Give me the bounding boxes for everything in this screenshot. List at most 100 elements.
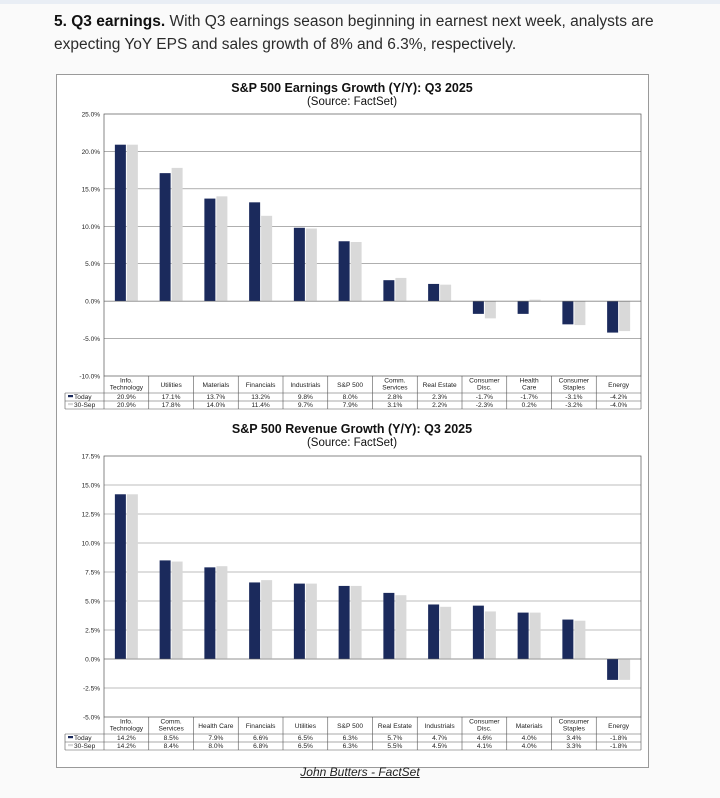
bar-today	[249, 202, 261, 302]
revenue-growth-chart: S&P 500 Revenue Growth (Y/Y): Q3 2025(So…	[64, 422, 642, 751]
bar-today	[114, 494, 126, 659]
y-tick-label: 25.0%	[82, 112, 101, 119]
table-value: 13.2%	[251, 394, 270, 401]
table-value: 0.2%	[522, 402, 537, 409]
y-tick-label: -5.0%	[83, 336, 100, 343]
bar-today	[428, 283, 440, 302]
table-value: 3.4%	[566, 735, 581, 742]
category-label: S&P 500	[337, 382, 363, 389]
category-label: Health Care	[198, 723, 234, 730]
bar-today	[293, 227, 305, 302]
table-value: 14.2%	[117, 735, 136, 742]
category-label: Energy	[608, 382, 630, 389]
table-value: 7.9%	[343, 402, 358, 409]
bar-30-sep	[350, 242, 362, 302]
chart-title: S&P 500 Earnings Growth (Y/Y): Q3 2025	[231, 81, 473, 95]
bar-30-sep	[126, 144, 138, 302]
table-value: 7.9%	[208, 735, 223, 742]
table-value: 4.7%	[432, 735, 447, 742]
bar-today	[114, 144, 126, 302]
y-tick-label: 10.0%	[82, 224, 101, 231]
category-label: Comm. Services	[382, 378, 408, 392]
y-tick-label: 2.5%	[85, 628, 100, 635]
y-tick-label: 0.0%	[85, 299, 100, 306]
table-value: 4.0%	[522, 735, 537, 742]
bar-30-sep	[261, 215, 273, 302]
bar-30-sep	[171, 561, 183, 659]
bar-today	[383, 280, 395, 302]
table-value: 8.5%	[164, 735, 179, 742]
y-tick-label: 5.0%	[85, 599, 100, 606]
table-value: 6.8%	[253, 743, 268, 750]
source-caption[interactable]: John Butters - FactSet	[300, 765, 420, 779]
table-value: 6.3%	[343, 743, 358, 750]
table-value: -4.2%	[610, 394, 627, 401]
table-value: 13.7%	[207, 394, 226, 401]
table-value: 8.0%	[208, 743, 223, 750]
category-label: Real Estate	[423, 382, 457, 389]
legend-label-today: Today	[74, 735, 92, 742]
bar-today	[159, 173, 171, 302]
bar-30-sep	[216, 196, 228, 302]
bar-30-sep	[440, 606, 452, 659]
bar-30-sep	[529, 299, 541, 302]
category-label: Comm. Services	[158, 719, 184, 733]
table-value: 6.6%	[253, 735, 268, 742]
bar-30-sep	[619, 301, 631, 332]
intro-heading: 5. Q3 earnings.	[54, 13, 166, 30]
legend-key-30-sep	[68, 744, 73, 747]
category-label: Industrials	[290, 382, 321, 389]
bar-30-sep	[261, 580, 273, 659]
legend-label-30-sep: 30-Sep	[74, 402, 96, 409]
category-label: Consumer Disc.	[469, 378, 500, 392]
bar-today	[517, 301, 529, 314]
category-label: Info. Technology	[110, 719, 144, 733]
table-value: -1.7%	[476, 394, 493, 401]
bar-30-sep	[395, 277, 407, 302]
bar-today	[562, 301, 574, 325]
table-value: 4.1%	[477, 743, 492, 750]
y-tick-label: 10.0%	[82, 541, 101, 548]
table-value: 17.8%	[162, 402, 181, 409]
table-value: 4.0%	[522, 743, 537, 750]
category-label: Consumer Staples	[559, 378, 590, 392]
y-tick-label: 12.5%	[82, 512, 101, 519]
bar-30-sep	[126, 494, 138, 659]
bar-30-sep	[619, 659, 631, 680]
table-value: 3.1%	[387, 402, 402, 409]
bar-today	[383, 592, 395, 659]
table-value: 6.5%	[298, 735, 313, 742]
y-tick-label: 20.0%	[82, 149, 101, 156]
chart-subtitle: (Source: FactSet)	[307, 437, 397, 449]
bar-30-sep	[440, 284, 452, 302]
bar-today	[249, 582, 261, 659]
table-value: 11.4%	[252, 402, 270, 409]
table-value: 4.5%	[432, 743, 447, 750]
table-value: -2.3%	[476, 402, 493, 409]
category-label: Real Estate	[378, 723, 412, 730]
bar-today	[204, 567, 216, 659]
table-value: 8.4%	[164, 743, 179, 750]
bar-today	[159, 560, 171, 659]
table-value: 2.2%	[432, 402, 447, 409]
bar-today	[293, 583, 305, 659]
table-value: 3.3%	[566, 743, 581, 750]
bar-30-sep	[305, 228, 317, 302]
category-label: Materials	[516, 723, 543, 730]
y-tick-label: 7.5%	[85, 570, 100, 577]
chart-subtitle: (Source: FactSet)	[307, 96, 397, 108]
legend-key-today	[68, 395, 73, 398]
y-tick-label: 15.0%	[82, 483, 101, 490]
table-value: -4.0%	[610, 402, 627, 409]
bar-30-sep	[484, 301, 496, 319]
intro-body: With Q3 earnings season beginning in ear…	[54, 13, 654, 53]
category-label: Health Care	[520, 378, 539, 392]
bar-30-sep	[305, 583, 317, 659]
legend-label-today: Today	[74, 394, 92, 401]
table-value: 17.1%	[162, 394, 181, 401]
table-value: 14.0%	[207, 402, 226, 409]
table-value: 2.3%	[432, 394, 447, 401]
bar-today	[472, 301, 484, 314]
bar-today	[338, 585, 350, 659]
category-label: Industrials	[425, 723, 456, 730]
